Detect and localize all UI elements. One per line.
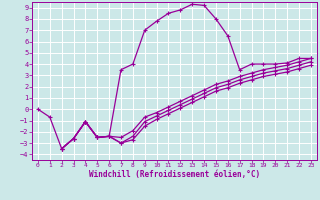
X-axis label: Windchill (Refroidissement éolien,°C): Windchill (Refroidissement éolien,°C) [89, 170, 260, 179]
